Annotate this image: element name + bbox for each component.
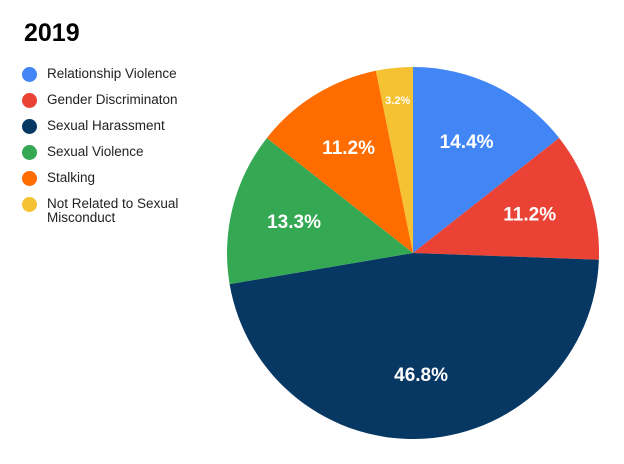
legend-label: Relationship Violence bbox=[47, 66, 177, 81]
legend-label: Stalking bbox=[47, 170, 96, 185]
slice-value-label: 13.3% bbox=[267, 212, 321, 233]
slice-value-label: 11.2% bbox=[322, 138, 375, 159]
legend-item-gender-discrimination[interactable]: Gender Discriminaton bbox=[22, 92, 212, 118]
pie-slice-gender-discrimination[interactable] bbox=[413, 137, 599, 260]
legend-dot-icon bbox=[22, 67, 37, 82]
legend-item-stalking[interactable]: Stalking bbox=[22, 170, 212, 196]
pie-slice-stalking[interactable] bbox=[266, 70, 413, 253]
legend-item-sexual-violence[interactable]: Sexual Violence bbox=[22, 144, 212, 170]
slice-value-label: 46.8% bbox=[394, 365, 448, 386]
pie-slice-sexual-violence[interactable] bbox=[227, 137, 413, 285]
legend-label: Not Related to Sexual Misconduct bbox=[47, 196, 179, 225]
legend-item-not-related[interactable]: Not Related to Sexual Misconduct bbox=[22, 196, 212, 230]
pie-labels: 14.4% 11.2% 46.8% 13.3% 11.2% 3.2% bbox=[267, 95, 556, 386]
slice-value-label: 11.2% bbox=[503, 204, 556, 225]
legend-dot-icon bbox=[22, 197, 37, 212]
legend-dot-icon bbox=[22, 93, 37, 108]
pie-slices bbox=[227, 67, 599, 439]
legend: Relationship Violence Gender Discriminat… bbox=[22, 66, 212, 230]
chart-title: 2019 bbox=[24, 19, 80, 47]
pie-slice-not-related[interactable] bbox=[375, 67, 413, 253]
legend-dot-icon bbox=[22, 119, 37, 134]
legend-label: Sexual Harassment bbox=[47, 118, 165, 133]
legend-item-sexual-harassment[interactable]: Sexual Harassment bbox=[22, 118, 212, 144]
legend-label: Gender Discriminaton bbox=[47, 92, 178, 107]
legend-dot-icon bbox=[22, 171, 37, 186]
slice-value-label: 14.4% bbox=[440, 132, 494, 153]
legend-label: Sexual Violence bbox=[47, 144, 144, 159]
slice-value-label: 3.2% bbox=[385, 95, 410, 107]
pie-slice-sexual-harassment[interactable] bbox=[229, 253, 599, 439]
pie-slice-relationship-violence[interactable] bbox=[413, 67, 560, 253]
legend-item-relationship-violence[interactable]: Relationship Violence bbox=[22, 66, 212, 92]
legend-dot-icon bbox=[22, 145, 37, 160]
